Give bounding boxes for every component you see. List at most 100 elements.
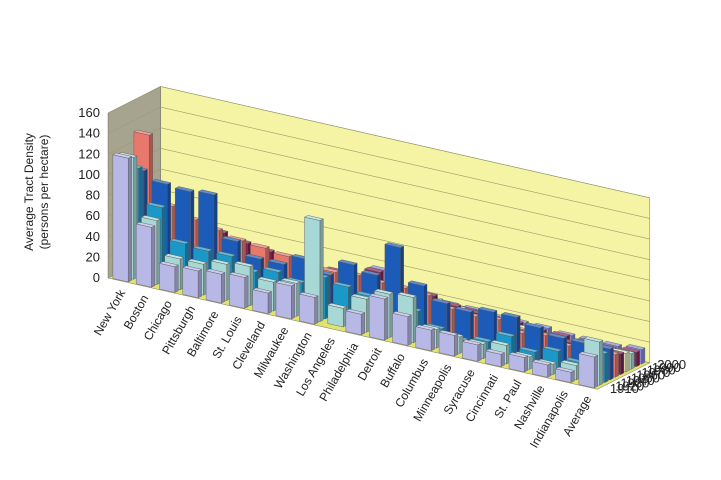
bar-top [477,306,498,313]
bar-top [257,276,277,283]
series-label: 1960 [636,368,665,383]
y-tick-label: 100 [78,167,100,182]
bar-top [602,341,622,347]
bar-top [542,346,562,352]
bar-side [174,264,179,293]
bar [485,348,505,367]
category-label: New York [91,286,129,338]
bar-side [361,312,365,336]
bar-top [472,336,492,342]
bar-top [229,272,249,278]
bar-side [407,314,412,346]
bar-side [524,355,528,373]
bar-top [408,280,428,287]
y-tick-label: 20 [86,249,100,264]
bar-front [275,282,292,320]
y-tick-label: 60 [86,208,100,223]
bar-front [415,326,432,351]
bar [275,280,295,320]
bar-front [159,263,176,293]
bar-side [604,351,609,383]
bar-top [169,238,190,245]
bar-side [477,343,482,362]
bar-top [146,202,166,208]
gridline [107,127,650,240]
bar [205,268,226,304]
bar [532,359,552,378]
bar-top [374,288,394,295]
bar-top [431,298,451,304]
bars [112,129,646,389]
bar-top [532,359,552,366]
bar-top [205,268,226,275]
bar-side [594,355,598,389]
bar [112,152,132,283]
bar-front [578,353,595,389]
bar-top [415,324,435,331]
bar-top [392,311,412,317]
bar-side [636,350,640,367]
series-label: 1970 [641,365,670,380]
bar-side [620,352,625,375]
bar-top [524,322,544,329]
series-label: 2000 [657,357,686,372]
bar [252,287,272,314]
bar-side [127,156,132,283]
gridline [107,86,650,199]
bar-top [438,330,459,336]
bar-top [112,152,132,159]
bar-top [501,312,521,318]
bar-top [508,352,528,358]
bar-front [135,223,152,288]
bar [392,311,412,346]
y-axis-label-line1: Average Tract Density [22,133,36,251]
bar-top [625,344,646,350]
bar-top [252,287,272,294]
bar-top [384,242,404,248]
y-tick-label: 80 [86,188,100,203]
bar-top [496,331,516,337]
bar-top [193,245,213,252]
bar [555,366,575,383]
bar-side [630,352,635,370]
bar-top [133,129,153,136]
series-label: 1980 [647,362,676,377]
bar-top [244,253,265,260]
bar [345,308,365,336]
bar-top [299,292,319,298]
bar-front [369,295,385,341]
bar-front [205,270,222,304]
series-label: 1930 [620,376,649,391]
bar-side [244,275,249,309]
bar-side [151,225,156,288]
y-tick-label: 0 [93,270,100,285]
y-tick-label: 160 [78,105,100,120]
y-axis-label: Average Tract Density (persons per hecta… [22,133,51,251]
bar-top [174,186,195,193]
bar-top [485,348,505,355]
bar-top [327,303,347,309]
bar-top [338,259,358,266]
bar [135,221,156,288]
bar [415,324,435,351]
bar-top [462,339,482,346]
bar-top [547,333,567,339]
gridline [107,106,650,219]
series-label: 1940 [626,373,655,388]
y-axis-ticks: 0 20 40 60 80 100 120 140 160 [78,105,100,285]
series-label: 1950 [631,370,660,385]
series-label: 1910 [610,381,639,396]
y-axis-label-line2: (persons per hectare) [37,135,51,250]
bar-top [620,346,640,353]
bar-top [159,261,179,267]
bar [299,292,319,325]
bar-front [182,267,199,298]
bar-top [369,293,389,300]
bar-side [609,347,614,381]
bar-top [273,251,293,257]
bar-side [615,352,619,378]
y-tick-label: 40 [86,229,100,244]
